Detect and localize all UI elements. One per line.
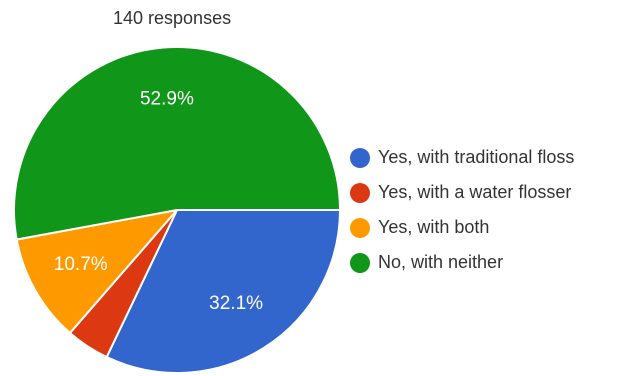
pie-slice-labels: 32.1% 10.7% 52.9% [54,89,263,314]
legend-swatch [350,183,370,203]
legend-label: No, with neither [378,252,503,272]
legend-swatch [350,218,370,238]
legend-label: Yes, with a water flosser [378,182,571,202]
legend: Yes, with traditional floss Yes, with a w… [350,147,574,273]
legend-swatch [350,148,370,168]
slice-value-label: 32.1% [209,293,263,314]
responses-count: 140 responses [113,8,231,28]
pie-slice-3 [15,208,180,335]
legend-label: Yes, with both [378,217,489,237]
pie-slice-1 [105,209,342,374]
legend-label: Yes, with traditional floss [378,147,574,167]
legend-swatch [350,253,370,273]
pie-slice-4 [13,46,342,241]
slice-value-label: 10.7% [54,254,108,275]
pie-slices [13,46,342,374]
slice-value-label: 52.9% [140,89,194,110]
